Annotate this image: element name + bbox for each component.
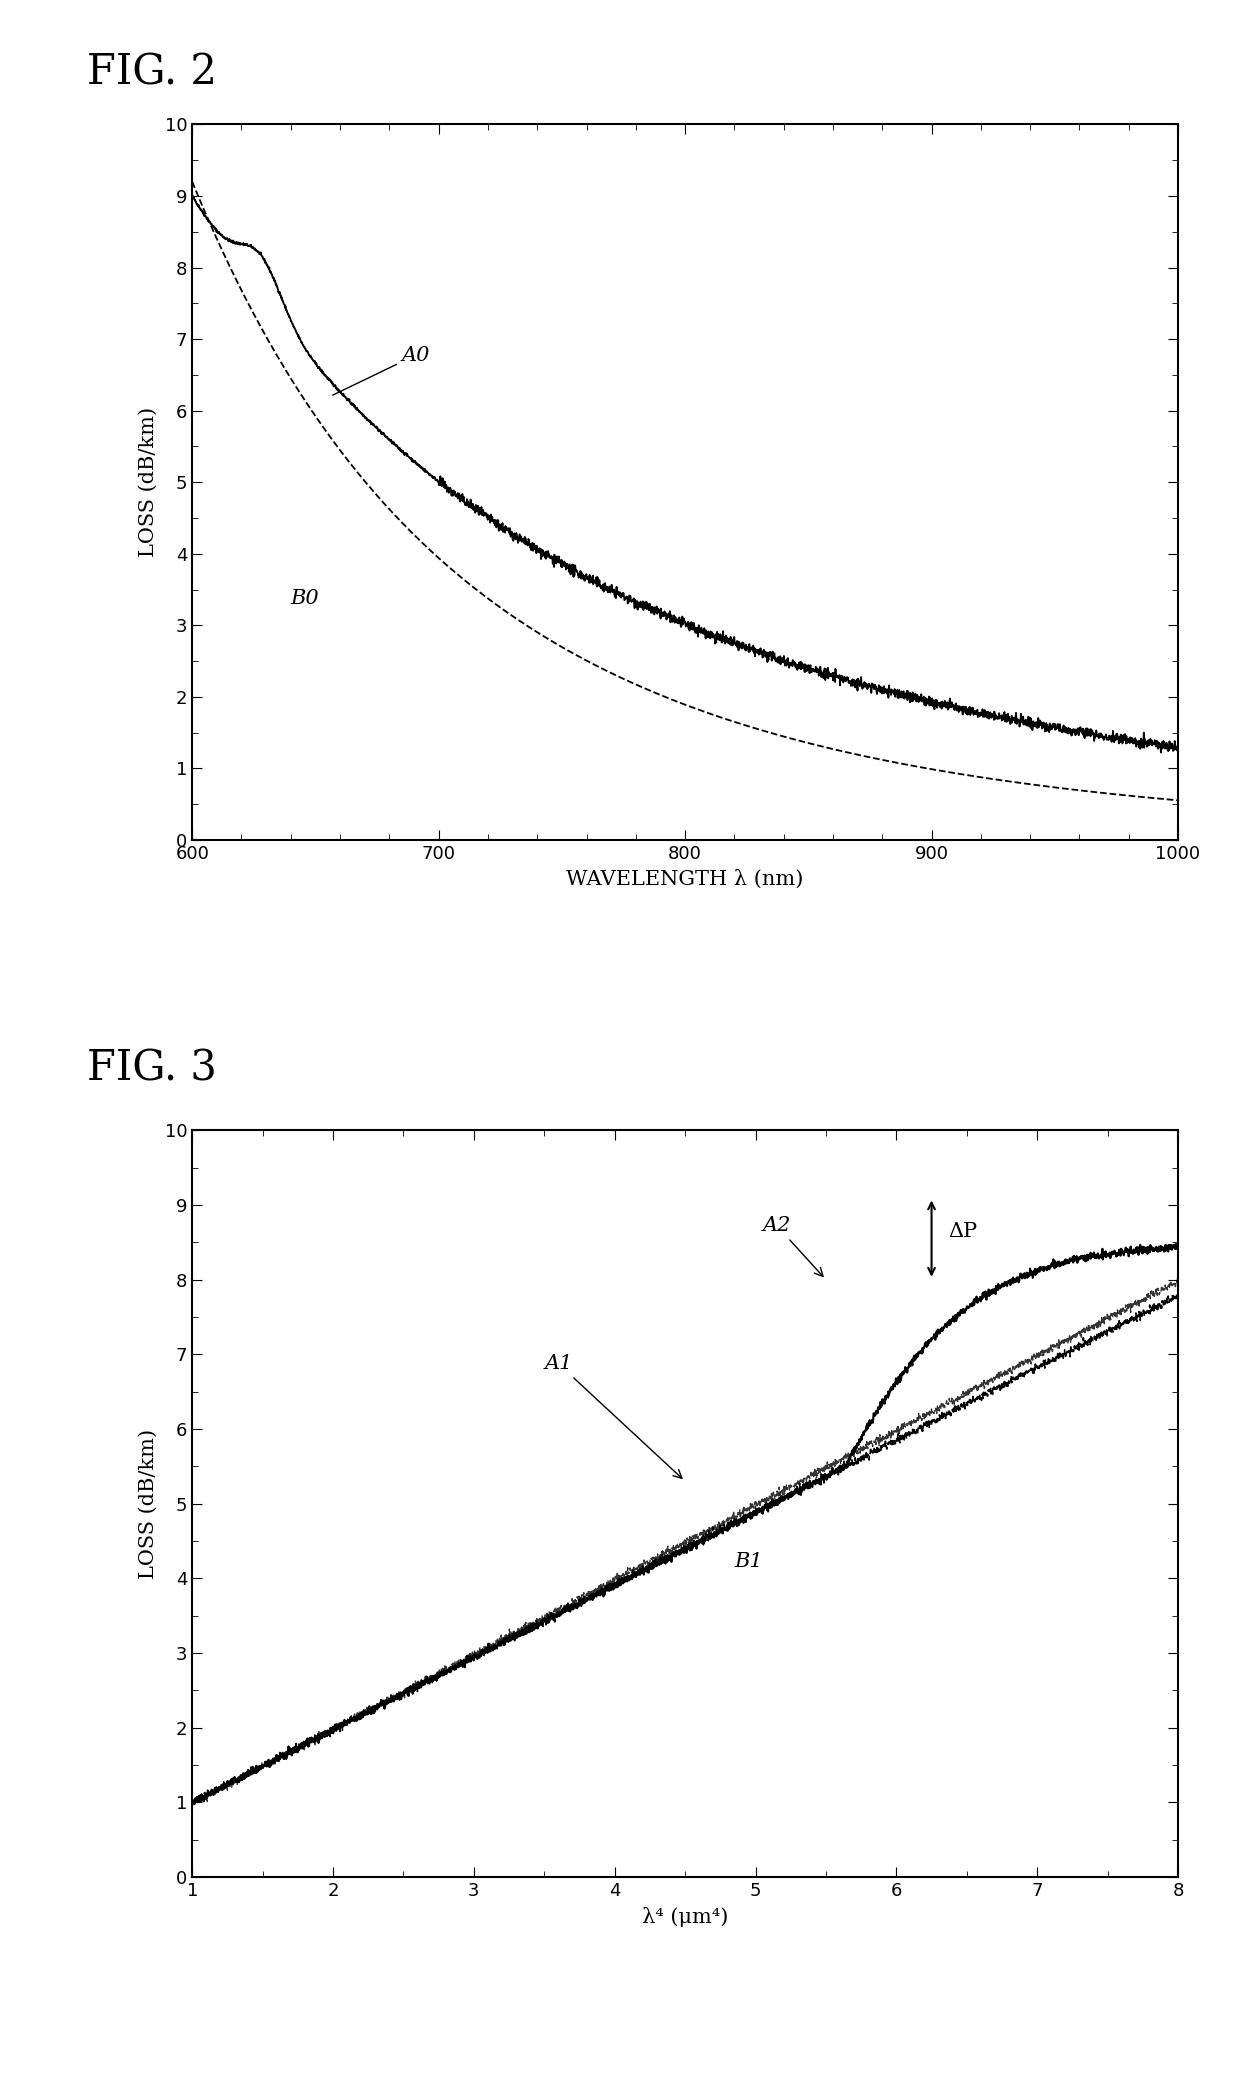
Y-axis label: LOSS (dB/km): LOSS (dB/km) — [139, 407, 157, 558]
Text: FIG. 2: FIG. 2 — [87, 52, 217, 93]
Text: B0: B0 — [291, 589, 320, 608]
Text: FIG. 3: FIG. 3 — [87, 1047, 217, 1089]
Text: A1: A1 — [544, 1354, 682, 1479]
X-axis label: WAVELENGTH λ (nm): WAVELENGTH λ (nm) — [567, 869, 804, 890]
Text: B1: B1 — [734, 1551, 763, 1572]
Text: A0: A0 — [332, 346, 430, 396]
X-axis label: λ⁴ (μm⁴): λ⁴ (μm⁴) — [642, 1906, 728, 1927]
Y-axis label: LOSS (dB/km): LOSS (dB/km) — [139, 1429, 157, 1578]
Text: ΔP: ΔP — [949, 1222, 977, 1240]
Text: A2: A2 — [763, 1215, 823, 1276]
